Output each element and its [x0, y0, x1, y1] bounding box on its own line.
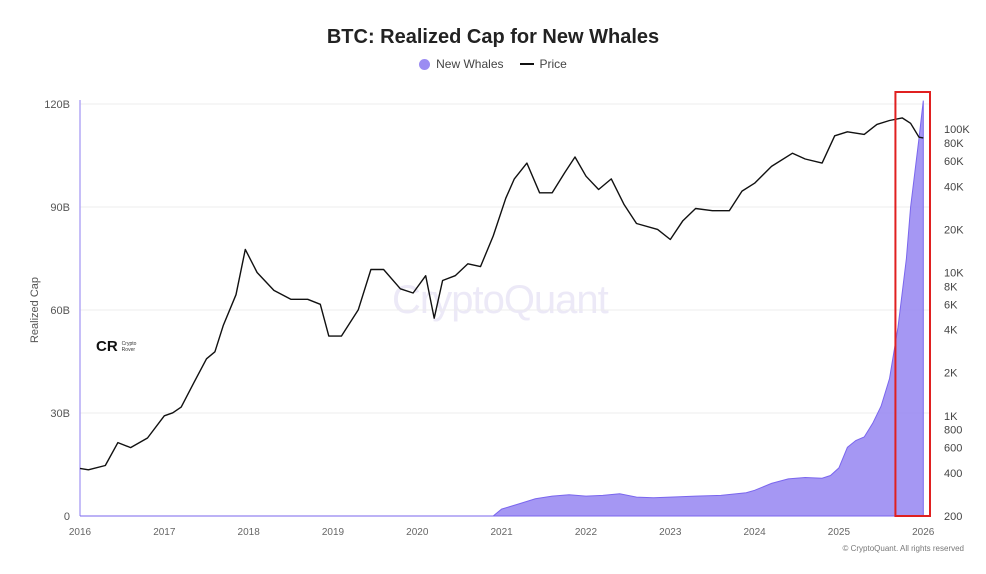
y-left-tick-label: 120B: [44, 99, 70, 111]
y-right-tick-label: 1K: [944, 411, 958, 423]
legend-item-price[interactable]: Price: [519, 57, 567, 71]
y-left-tick-label: 0: [64, 511, 70, 523]
y-left-tick-label: 60B: [50, 305, 70, 317]
chart-legend: New Whales Price: [0, 57, 986, 71]
y-right-tick-label: 20K: [944, 224, 964, 236]
y-left-axis-title: Realized Cap: [29, 277, 41, 343]
y-right-tick-label: 400: [944, 468, 962, 480]
y-left-tick-label: 90B: [50, 202, 70, 214]
y-right-tick-label: 60K: [944, 156, 964, 168]
y-right-tick-label: 800: [944, 425, 962, 437]
x-tick-label: 2019: [322, 527, 345, 538]
chart-title: BTC: Realized Cap for New Whales: [326, 26, 660, 48]
legend-swatch-line-icon: [519, 63, 534, 65]
copyright-notice: © CryptoQuant. All rights reserved: [842, 544, 965, 553]
highlight-box: [894, 91, 931, 517]
y-right-tick-label: 600: [944, 443, 962, 455]
y-right-tick-label: 80K: [944, 138, 964, 150]
y-right-tick-label: 200: [944, 511, 962, 523]
x-tick-label: 2022: [575, 527, 598, 538]
x-tick-label: 2017: [153, 527, 176, 538]
y-right-tick-label: 4K: [944, 325, 958, 337]
x-tick-label: 2026: [912, 527, 935, 538]
brand-badge: CR Crypto Rover: [96, 338, 136, 355]
x-tick-label: 2025: [828, 527, 851, 538]
x-tick-label: 2016: [69, 527, 92, 538]
y-right-tick-label: 100K: [944, 124, 970, 136]
y-left-tick-label: 30B: [50, 408, 70, 420]
brand-logo: CR: [96, 338, 118, 355]
x-tick-label: 2023: [659, 527, 682, 538]
y-right-tick-label: 40K: [944, 181, 964, 193]
series-area-new-whales: [80, 100, 924, 517]
y-right-tick-label: 2K: [944, 368, 958, 380]
y-right-tick-label: 10K: [944, 268, 964, 280]
x-tick-label: 2021: [491, 527, 514, 538]
x-tick-label: 2024: [743, 527, 766, 538]
brand-text: Crypto Rover: [121, 340, 137, 353]
y-right-tick-label: 6K: [944, 299, 958, 311]
legend-swatch-circle-icon: [419, 58, 431, 70]
x-tick-label: 2018: [238, 527, 261, 538]
y-right-tick-label: 8K: [944, 281, 958, 293]
series-line-price: [79, 117, 924, 471]
legend-item-new-whales[interactable]: New Whales: [419, 57, 504, 71]
legend-label-price: Price: [539, 57, 567, 71]
x-tick-label: 2020: [406, 527, 429, 538]
legend-label-new-whales: New Whales: [436, 57, 504, 71]
